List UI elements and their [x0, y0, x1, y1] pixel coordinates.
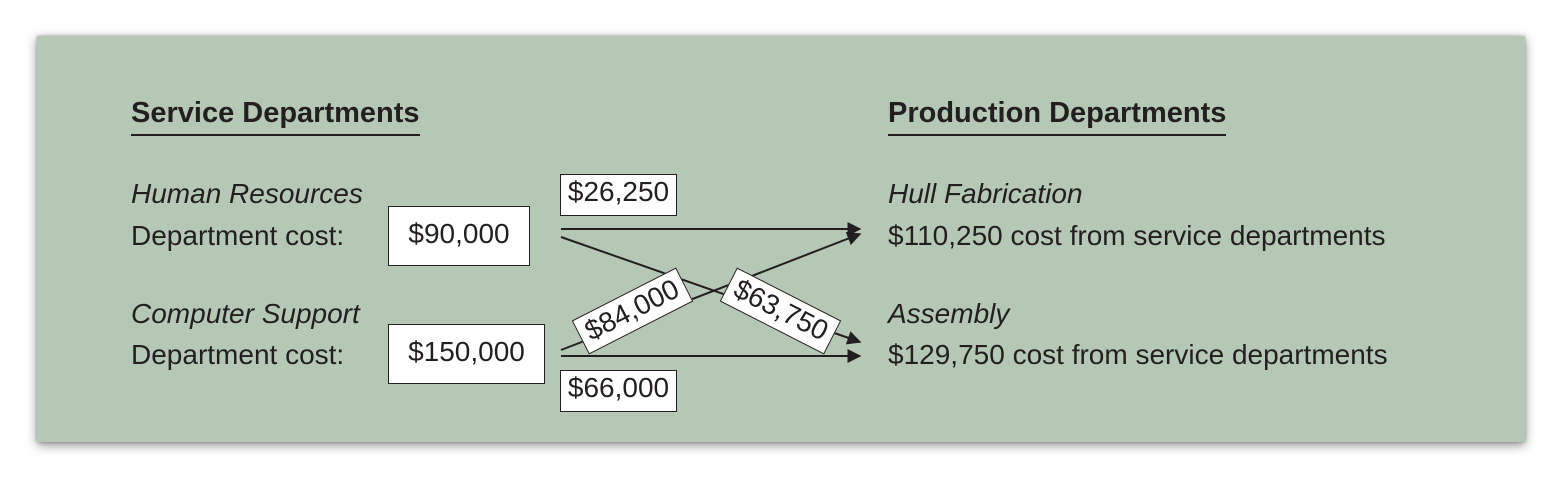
hull-fabrication-cost: $110,250 cost from service departments — [888, 220, 1386, 251]
diagram-panel — [37, 36, 1525, 442]
cs-cost-box: $150,000 — [388, 324, 545, 384]
flow-label-cs-to-assembly: $66,000 — [560, 370, 677, 412]
production-departments-heading: Production Departments — [888, 96, 1227, 136]
cs-cost-label: Department cost: — [131, 339, 345, 370]
hr-cost-box: $90,000 — [388, 206, 530, 266]
hull-fabrication-name: Hull Fabrication — [888, 178, 1083, 209]
assembly-cost: $129,750 cost from service departments — [888, 339, 1388, 370]
service-departments-heading: Service Departments — [131, 96, 420, 136]
hr-department-name: Human Resources — [131, 178, 363, 209]
cs-department-name: Computer Support — [131, 298, 360, 329]
flow-label-hr-to-hull: $26,250 — [560, 174, 677, 216]
assembly-name: Assembly — [888, 298, 1010, 329]
hr-cost-label: Department cost: — [131, 220, 345, 251]
